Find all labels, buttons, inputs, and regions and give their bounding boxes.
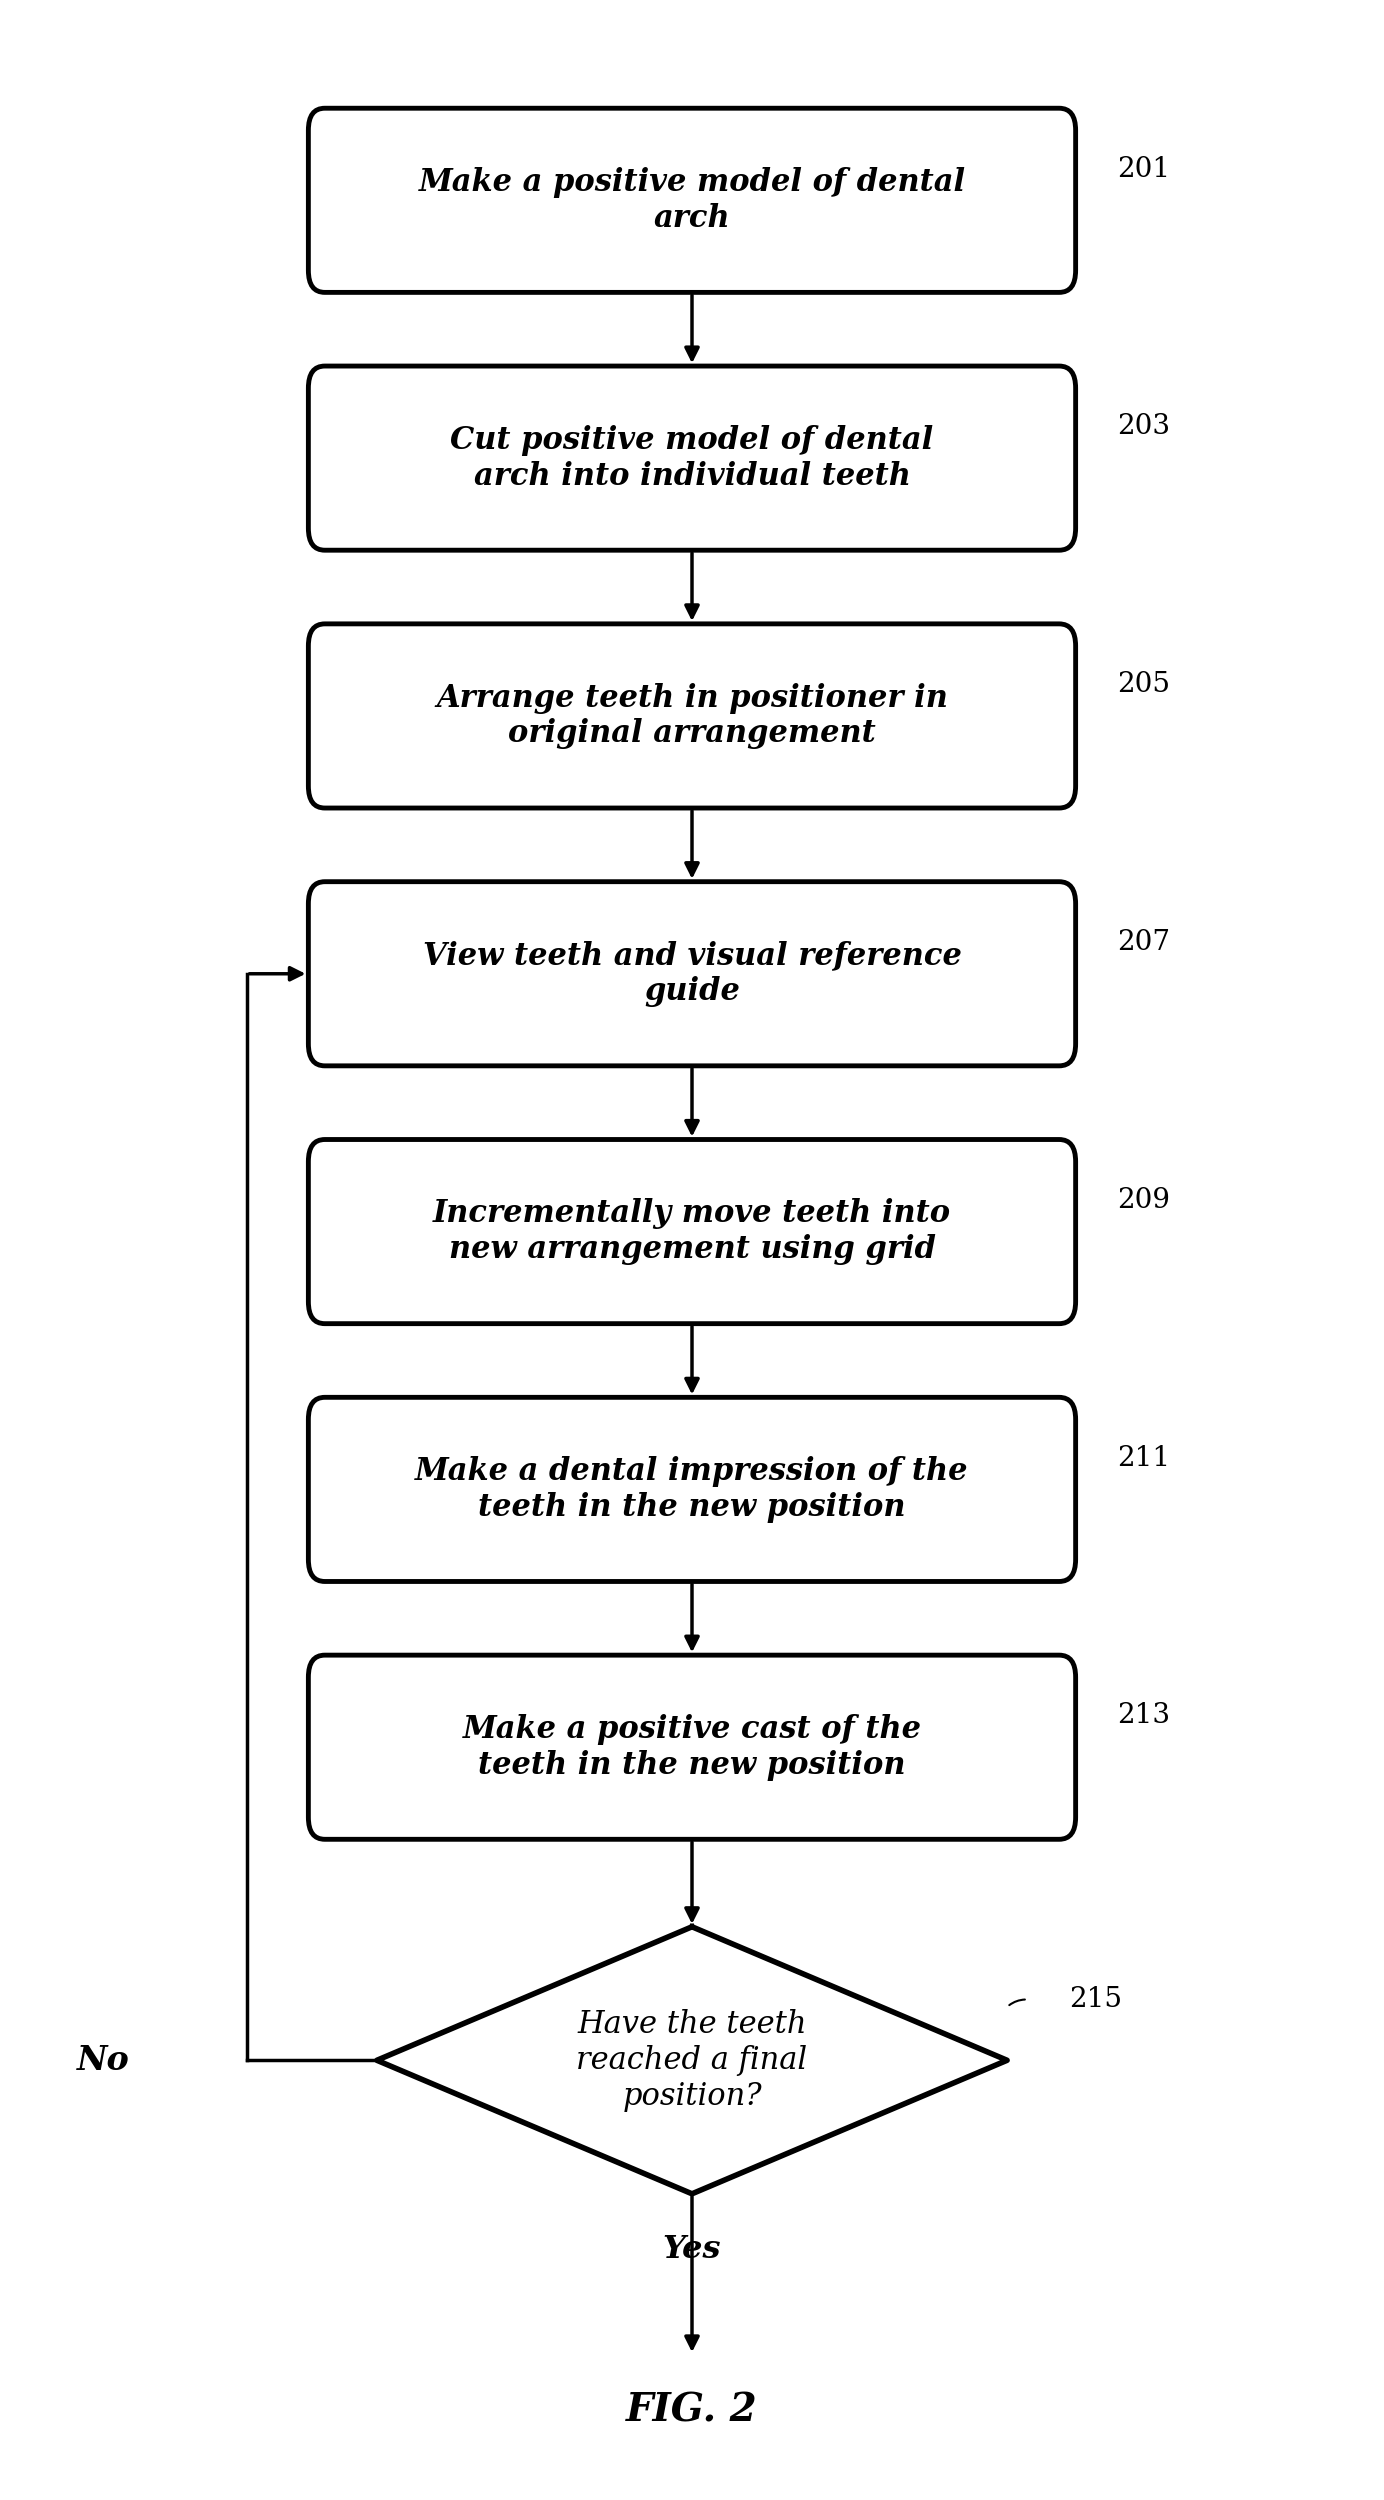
FancyBboxPatch shape: [309, 1398, 1075, 1582]
FancyBboxPatch shape: [309, 882, 1075, 1065]
Text: 213: 213: [1117, 1703, 1169, 1730]
Text: Make a positive model of dental
arch: Make a positive model of dental arch: [418, 168, 966, 232]
Text: Yes: Yes: [663, 2235, 721, 2265]
FancyBboxPatch shape: [309, 1655, 1075, 1840]
Text: 205: 205: [1117, 670, 1169, 698]
FancyBboxPatch shape: [309, 625, 1075, 808]
FancyBboxPatch shape: [309, 107, 1075, 292]
Text: 207: 207: [1117, 930, 1169, 955]
Text: Cut positive model of dental
arch into individual teeth: Cut positive model of dental arch into i…: [450, 425, 934, 493]
Text: No: No: [76, 2045, 129, 2078]
Text: 211: 211: [1117, 1445, 1169, 1472]
Text: View teeth and visual reference
guide: View teeth and visual reference guide: [422, 940, 962, 1008]
Text: 209: 209: [1117, 1188, 1169, 1215]
Text: 215: 215: [1068, 1985, 1122, 2012]
Text: Have the teeth
reached a final
position?: Have the teeth reached a final position?: [577, 2010, 807, 2112]
Text: 201: 201: [1117, 155, 1169, 182]
FancyBboxPatch shape: [309, 1140, 1075, 1322]
Text: Make a positive cast of the
teeth in the new position: Make a positive cast of the teeth in the…: [462, 1715, 922, 1780]
Text: Arrange teeth in positioner in
original arrangement: Arrange teeth in positioner in original …: [436, 682, 948, 750]
FancyBboxPatch shape: [309, 365, 1075, 550]
Polygon shape: [376, 1928, 1008, 2195]
Text: FIG. 2: FIG. 2: [626, 2390, 758, 2430]
Text: 203: 203: [1117, 412, 1169, 440]
Text: Make a dental impression of the
teeth in the new position: Make a dental impression of the teeth in…: [415, 1455, 969, 1522]
Text: Incrementally move teeth into
new arrangement using grid: Incrementally move teeth into new arrang…: [433, 1198, 951, 1265]
